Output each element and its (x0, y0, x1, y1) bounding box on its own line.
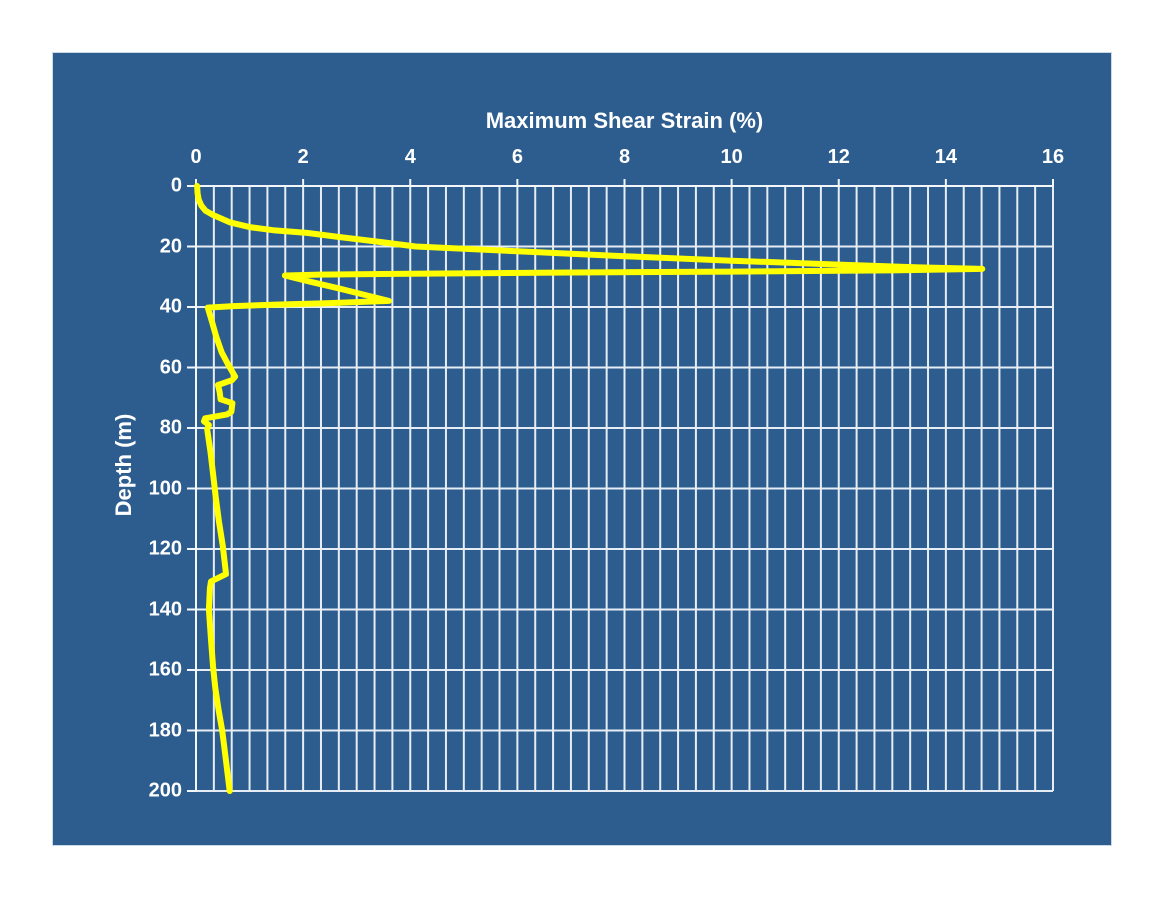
series-line-maximum-shear-strain-profile (194, 183, 986, 794)
y-tick-label: 160 (148, 658, 182, 681)
x-tick-label: 6 (511, 146, 523, 168)
x-tick-label: 10 (720, 146, 743, 168)
y-tick-label: 100 (148, 477, 182, 499)
y-tick-label: 40 (159, 295, 182, 318)
y-tick-label: 60 (159, 356, 182, 378)
y-tick-label: 200 (148, 779, 182, 802)
x-tick-label: 8 (618, 146, 631, 168)
y-tick-label: 180 (148, 719, 182, 741)
x-tick-label: 12 (827, 146, 850, 168)
y-tick-label: 120 (148, 537, 182, 560)
y-tick-label: 80 (159, 416, 182, 439)
y-tick-label: 20 (159, 235, 182, 257)
y-tick-label: 140 (148, 598, 182, 620)
x-axis-title: Maximum Shear Strain (%) (485, 108, 764, 133)
x-tick-label: 16 (1041, 146, 1065, 168)
y-tick-label: 0 (170, 174, 182, 197)
x-tick-label: 2 (297, 146, 309, 168)
x-tick-label: 4 (404, 146, 416, 168)
x-tick-label: 14 (934, 146, 957, 168)
x-tick-label: 0 (190, 146, 202, 168)
chart-panel (52, 52, 1112, 846)
